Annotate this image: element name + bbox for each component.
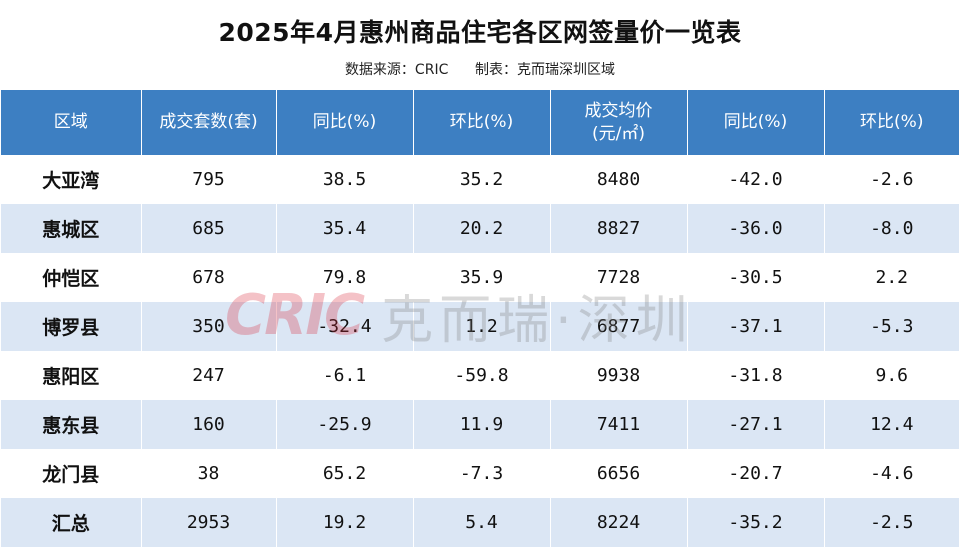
table-row: 惠城区 685 35.4 20.2 8827 -36.0 -8.0 [1,204,959,253]
table-row: 惠东县 160 -25.9 11.9 7411 -27.1 12.4 [1,400,959,449]
cell-count: 160 [141,400,277,449]
cell-region: 惠阳区 [1,351,142,400]
cell-price: 7728 [550,253,688,302]
cell-count-yoy: 38.5 [276,155,414,204]
header-count-yoy: 同比(%) [276,90,414,155]
cell-price-mom: -5.3 [824,302,959,351]
cell-price-mom: 9.6 [824,351,959,400]
cell-count-yoy: 19.2 [276,498,414,547]
header-row: 区域 成交套数(套) 同比(%) 环比(%) 成交均价 (元/㎡) 同比(%) … [1,90,959,155]
cell-region: 汇总 [1,498,142,547]
cell-count: 38 [141,449,277,498]
cell-price: 6656 [550,449,688,498]
cell-count-mom: 35.9 [413,253,551,302]
cell-count: 685 [141,204,277,253]
cell-count-yoy: -6.1 [276,351,414,400]
header-price-mom: 环比(%) [824,90,959,155]
cell-price-mom: -2.6 [824,155,959,204]
cell-price-mom: 2.2 [824,253,959,302]
cell-count-mom: -7.3 [413,449,551,498]
cell-price: 8480 [550,155,688,204]
cell-region: 惠城区 [1,204,142,253]
header-count-mom: 环比(%) [413,90,551,155]
cell-count-mom: 1.2 [413,302,551,351]
cell-region: 大亚湾 [1,155,142,204]
cell-region: 惠东县 [1,400,142,449]
cell-price-yoy: -37.1 [687,302,825,351]
cell-region: 仲恺区 [1,253,142,302]
cell-count: 247 [141,351,277,400]
table-row: 汇总 2953 19.2 5.4 8224 -35.2 -2.5 [1,498,959,547]
cell-price-mom: 12.4 [824,400,959,449]
cell-price: 8827 [550,204,688,253]
cell-count-yoy: -32.4 [276,302,414,351]
table-row: 龙门县 38 65.2 -7.3 6656 -20.7 -4.6 [1,449,959,498]
cell-region: 龙门县 [1,449,142,498]
cell-price-yoy: -31.8 [687,351,825,400]
table-row: 大亚湾 795 38.5 35.2 8480 -42.0 -2.6 [1,155,959,204]
cell-price-yoy: -27.1 [687,400,825,449]
cell-price-mom: -4.6 [824,449,959,498]
table-row: 博罗县 350 -32.4 1.2 6877 -37.1 -5.3 [1,302,959,351]
cell-price-yoy: -30.5 [687,253,825,302]
header-count: 成交套数(套) [141,90,277,155]
cell-price-mom: -8.0 [824,204,959,253]
cell-count-yoy: -25.9 [276,400,414,449]
table-row: 惠阳区 247 -6.1 -59.8 9938 -31.8 9.6 [1,351,959,400]
header-price-yoy: 同比(%) [687,90,825,155]
cell-price: 8224 [550,498,688,547]
cell-price-yoy: -42.0 [687,155,825,204]
cell-price-yoy: -20.7 [687,449,825,498]
cell-price: 7411 [550,400,688,449]
header-region: 区域 [1,90,142,155]
cell-price-yoy: -35.2 [687,498,825,547]
page-title: 2025年4月惠州商品住宅各区网签量价一览表 [218,18,742,47]
table-row: 仲恺区 678 79.8 35.9 7728 -30.5 2.2 [1,253,959,302]
cell-count-yoy: 35.4 [276,204,414,253]
cell-count: 2953 [141,498,277,547]
cell-count-mom: 35.2 [413,155,551,204]
cell-count-mom: 5.4 [413,498,551,547]
title-block: 2025年4月惠州商品住宅各区网签量价一览表 数据来源：CRIC 制表：克而瑞深… [0,0,960,90]
cell-region: 博罗县 [1,302,142,351]
cell-count: 350 [141,302,277,351]
cell-count-mom: -59.8 [413,351,551,400]
transaction-table: 区域 成交套数(套) 同比(%) 环比(%) 成交均价 (元/㎡) 同比(%) … [1,90,959,547]
cell-count-mom: 11.9 [413,400,551,449]
header-price: 成交均价 (元/㎡) [550,90,688,155]
cell-count-yoy: 79.8 [276,253,414,302]
cell-price: 9938 [550,351,688,400]
cell-price-yoy: -36.0 [687,204,825,253]
source-note: 数据来源：CRIC 制表：克而瑞深圳区域 [344,62,616,78]
cell-price-mom: -2.5 [824,498,959,547]
cell-count: 678 [141,253,277,302]
cell-count: 795 [141,155,277,204]
cell-count-yoy: 65.2 [276,449,414,498]
cell-count-mom: 20.2 [413,204,551,253]
cell-price: 6877 [550,302,688,351]
